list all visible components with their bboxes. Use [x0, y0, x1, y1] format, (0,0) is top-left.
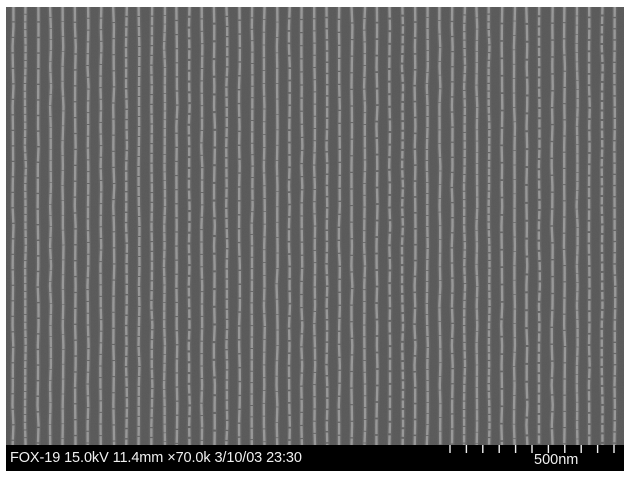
- scale-bar-label: 500nm: [534, 452, 579, 468]
- sem-micrograph-frame: FOX-19 15.0kV 11.4mm ×70.0k 3/10/03 23:3…: [6, 7, 624, 471]
- sem-noise-overlay: [6, 7, 624, 445]
- sem-metadata-label: FOX-19 15.0kV 11.4mm ×70.0k 3/10/03 23:3…: [10, 450, 302, 466]
- scale-bar-ticks: [449, 445, 615, 453]
- sem-info-bar: FOX-19 15.0kV 11.4mm ×70.0k 3/10/03 23:3…: [6, 445, 624, 471]
- scale-bar: 500nm: [444, 445, 620, 471]
- sem-micrograph: [6, 7, 624, 445]
